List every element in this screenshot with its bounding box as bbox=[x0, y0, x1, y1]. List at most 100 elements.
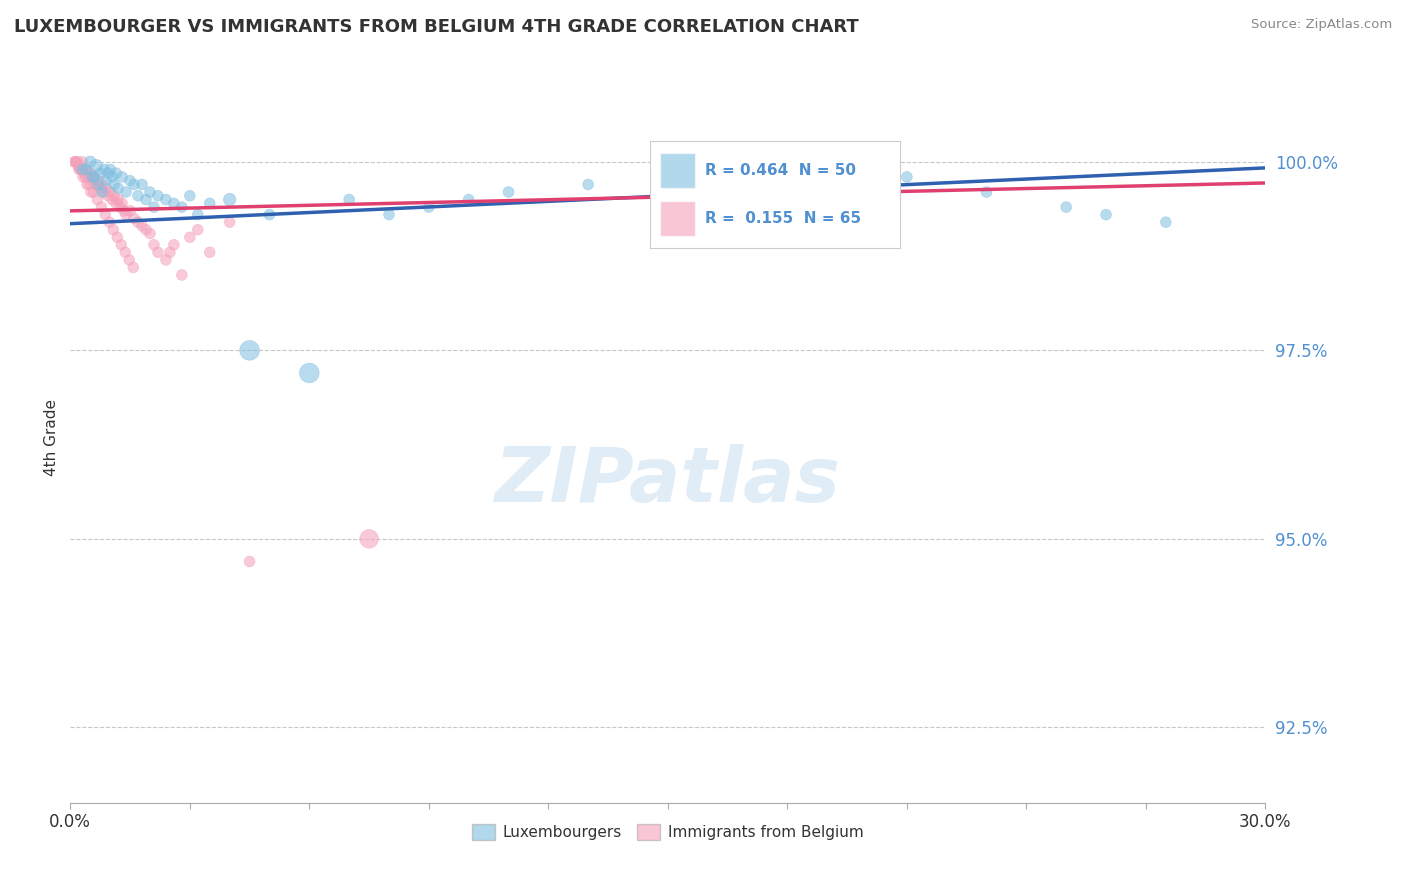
Point bbox=[108, 200, 131, 214]
Point bbox=[139, 185, 162, 199]
Point bbox=[75, 162, 97, 177]
Point bbox=[111, 169, 134, 184]
Point bbox=[896, 169, 918, 184]
Point bbox=[576, 178, 599, 192]
Point bbox=[83, 169, 105, 184]
Point bbox=[87, 174, 110, 188]
Point bbox=[101, 169, 124, 184]
Point bbox=[170, 200, 193, 214]
Point bbox=[111, 196, 134, 211]
Point bbox=[198, 196, 221, 211]
Point bbox=[82, 174, 104, 188]
Point bbox=[127, 215, 149, 229]
Point bbox=[89, 166, 111, 180]
Y-axis label: 4th Grade: 4th Grade bbox=[44, 399, 59, 475]
Point bbox=[90, 200, 112, 214]
Point bbox=[75, 169, 97, 184]
Point bbox=[143, 237, 166, 252]
Point bbox=[93, 162, 115, 177]
Point bbox=[105, 196, 128, 211]
Point bbox=[115, 208, 138, 222]
Point bbox=[66, 154, 89, 169]
Point bbox=[107, 193, 129, 207]
Point bbox=[179, 188, 201, 202]
Text: R = 0.464  N = 50: R = 0.464 N = 50 bbox=[704, 163, 856, 178]
Point bbox=[91, 185, 114, 199]
Point bbox=[170, 268, 193, 282]
Text: LUXEMBOURGER VS IMMIGRANTS FROM BELGIUM 4TH GRADE CORRELATION CHART: LUXEMBOURGER VS IMMIGRANTS FROM BELGIUM … bbox=[14, 18, 859, 36]
Point bbox=[139, 227, 162, 241]
Point bbox=[67, 159, 90, 173]
Point bbox=[198, 245, 221, 260]
Point bbox=[69, 162, 91, 177]
Point bbox=[82, 169, 104, 184]
Point bbox=[159, 245, 181, 260]
Bar bbox=[659, 201, 695, 236]
Point bbox=[187, 223, 209, 237]
Legend: Luxembourgers, Immigrants from Belgium: Luxembourgers, Immigrants from Belgium bbox=[465, 818, 870, 847]
Point bbox=[105, 166, 128, 180]
Point bbox=[146, 245, 169, 260]
Point bbox=[63, 154, 86, 169]
Point bbox=[179, 230, 201, 244]
Point bbox=[89, 181, 111, 195]
Point bbox=[239, 343, 262, 358]
Point bbox=[101, 193, 124, 207]
Point bbox=[103, 223, 125, 237]
Point bbox=[75, 162, 97, 177]
Point bbox=[239, 554, 262, 568]
Point bbox=[72, 169, 94, 184]
Point bbox=[418, 200, 440, 214]
Point bbox=[96, 174, 118, 188]
Point bbox=[82, 185, 104, 199]
Point bbox=[79, 178, 101, 192]
Point bbox=[93, 185, 115, 199]
Point bbox=[457, 193, 479, 207]
Point bbox=[155, 193, 177, 207]
Text: ZIPatlas: ZIPatlas bbox=[495, 444, 841, 518]
Text: R =  0.155  N = 65: R = 0.155 N = 65 bbox=[704, 211, 860, 226]
Point bbox=[105, 230, 128, 244]
Point bbox=[1054, 200, 1077, 214]
Point bbox=[83, 169, 105, 184]
Point bbox=[118, 252, 141, 267]
Point bbox=[110, 237, 132, 252]
Point bbox=[378, 208, 401, 222]
Point bbox=[98, 215, 121, 229]
Text: Source: ZipAtlas.com: Source: ZipAtlas.com bbox=[1251, 18, 1392, 31]
Point bbox=[155, 252, 177, 267]
Point bbox=[103, 178, 125, 192]
Point bbox=[114, 245, 136, 260]
Point bbox=[86, 193, 108, 207]
Point bbox=[80, 185, 103, 199]
Point bbox=[70, 154, 93, 169]
Point bbox=[97, 166, 120, 180]
Point bbox=[163, 196, 186, 211]
Point bbox=[120, 174, 141, 188]
Point bbox=[131, 178, 153, 192]
Point bbox=[79, 154, 101, 169]
Point bbox=[122, 260, 145, 275]
Point bbox=[97, 188, 120, 202]
Point bbox=[1154, 215, 1177, 229]
Point bbox=[696, 162, 718, 177]
Point bbox=[65, 154, 87, 169]
Point bbox=[87, 178, 110, 192]
Point bbox=[127, 188, 149, 202]
Point bbox=[112, 203, 135, 218]
Point bbox=[146, 188, 169, 202]
Point bbox=[143, 200, 166, 214]
Point bbox=[135, 193, 157, 207]
Point bbox=[122, 178, 145, 192]
Point bbox=[776, 169, 799, 184]
Point bbox=[498, 185, 520, 199]
Point bbox=[84, 178, 107, 192]
Point bbox=[115, 185, 138, 199]
Bar bbox=[659, 153, 695, 188]
Point bbox=[67, 162, 90, 177]
Point bbox=[98, 162, 121, 177]
Point bbox=[94, 208, 117, 222]
Point bbox=[98, 185, 121, 199]
Point bbox=[79, 166, 101, 180]
Point bbox=[359, 532, 381, 546]
